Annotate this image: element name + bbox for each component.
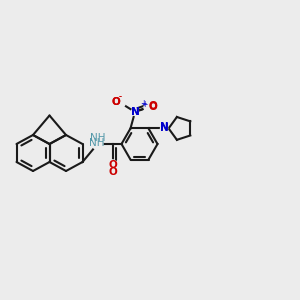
Circle shape [144, 104, 151, 111]
Circle shape [109, 160, 116, 167]
Text: NH: NH [89, 138, 105, 148]
Text: N: N [160, 122, 169, 132]
Text: N: N [130, 107, 140, 117]
Circle shape [160, 125, 168, 132]
Circle shape [92, 139, 103, 149]
Text: O: O [148, 101, 158, 112]
Text: +: + [140, 99, 147, 108]
Circle shape [118, 100, 125, 107]
Circle shape [131, 108, 139, 116]
Text: -: - [118, 92, 122, 101]
Text: O: O [108, 160, 117, 170]
Text: N: N [130, 107, 140, 117]
Text: O: O [148, 101, 158, 111]
Text: -: - [119, 92, 122, 101]
Text: NH: NH [90, 133, 105, 143]
Text: O: O [108, 167, 117, 177]
Text: +: + [141, 100, 147, 109]
Text: N: N [160, 122, 169, 133]
Text: O: O [112, 97, 121, 107]
Text: O: O [112, 97, 121, 107]
